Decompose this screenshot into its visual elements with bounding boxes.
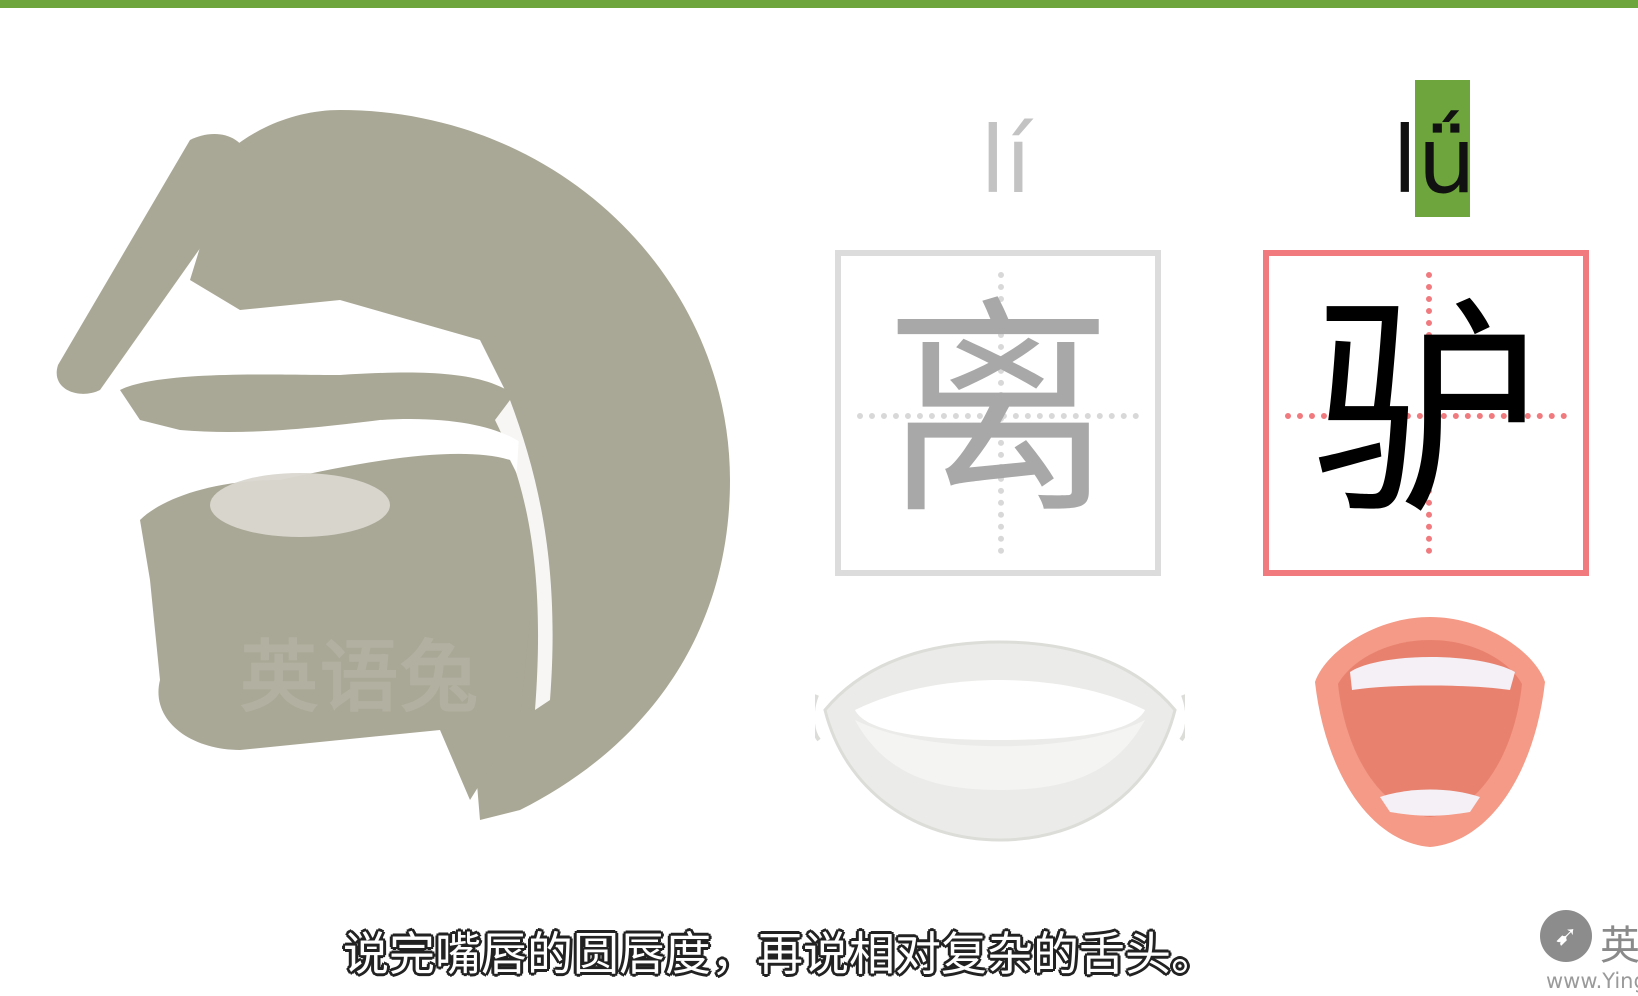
head-cross-section-illustration bbox=[56, 110, 730, 820]
brand-logo: ➹ 英 www.Ying bbox=[1540, 905, 1638, 996]
character-grid-li: 离 bbox=[835, 250, 1161, 576]
rounded-lips-icon bbox=[1315, 617, 1545, 847]
hanzi-li: 离 bbox=[882, 279, 1113, 546]
character-grid-lv: 驴 bbox=[1263, 250, 1589, 576]
rabbit-logo-icon: ➹ bbox=[1540, 910, 1592, 962]
hanzi-lv: 驴 bbox=[1310, 279, 1541, 546]
pinyin-lv-final: ǘ bbox=[1417, 107, 1476, 214]
pinyin-highlight bbox=[1415, 80, 1470, 217]
logo-text: 英 bbox=[1600, 923, 1638, 969]
watermark-text: 英语兔 bbox=[240, 632, 481, 723]
logo-url: www.Ying bbox=[1546, 969, 1638, 993]
grid-guide-vertical bbox=[998, 272, 1004, 554]
subtitle-caption: 说完嘴唇的圆唇度，再说相对复杂的舌头。 bbox=[343, 927, 1217, 981]
top-accent-bar bbox=[0, 0, 1638, 8]
pinyin-lv-initial: l bbox=[1392, 107, 1418, 214]
pinyin-lv: lǘ bbox=[1392, 115, 1476, 207]
spread-lips-icon bbox=[815, 640, 1185, 842]
pinyin-li: lí bbox=[980, 107, 1032, 214]
grid-guide-vertical bbox=[1426, 272, 1432, 554]
